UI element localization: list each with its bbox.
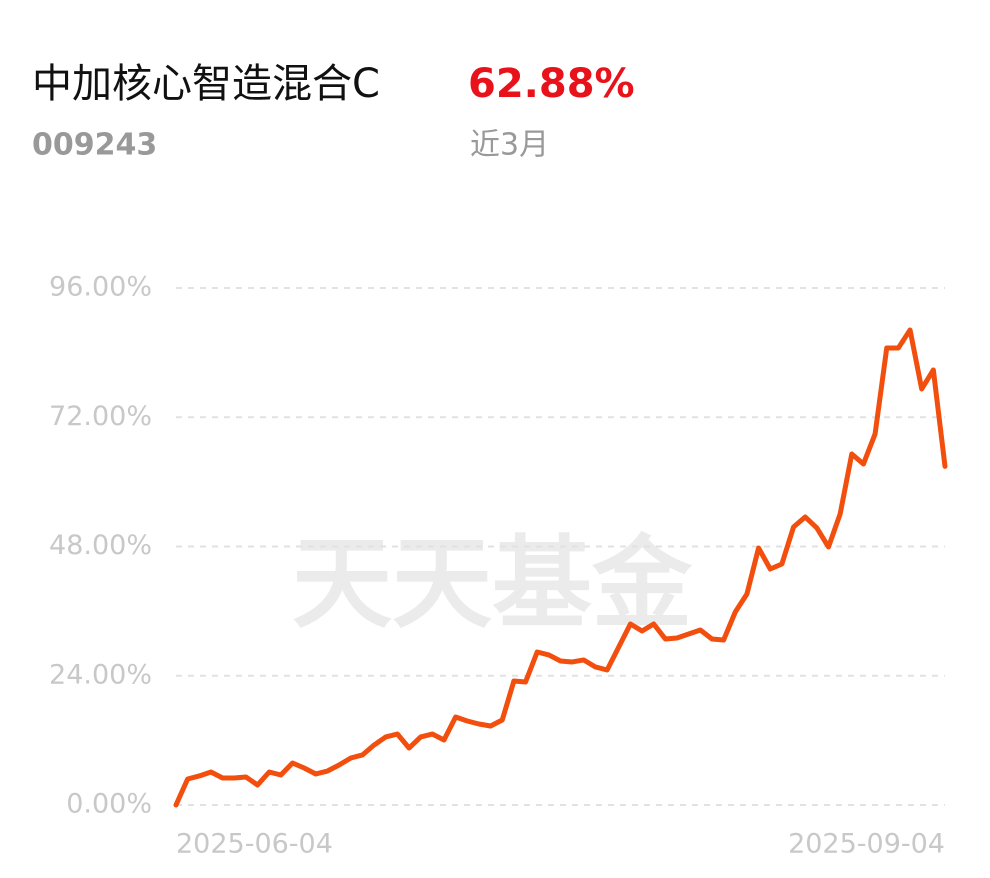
y-tick-label: 96.00% [49, 272, 152, 303]
line-series [173, 327, 948, 808]
fund-code: 009243 [32, 128, 157, 163]
y-tick-label: 24.00% [49, 659, 152, 690]
y-tick-label: 72.00% [49, 401, 152, 432]
watermark: 天天基金 [292, 524, 693, 642]
period: 近3月 [470, 128, 549, 163]
fund-return: 62.88% [468, 61, 635, 107]
x-tick-label: 2025-06-04 [176, 829, 333, 860]
fund-name: 中加核心智造混合C [32, 61, 380, 107]
y-tick-label: 0.00% [66, 789, 152, 820]
y-tick-label: 48.00% [49, 530, 152, 561]
x-tick-label: 2025-09-04 [788, 829, 945, 860]
